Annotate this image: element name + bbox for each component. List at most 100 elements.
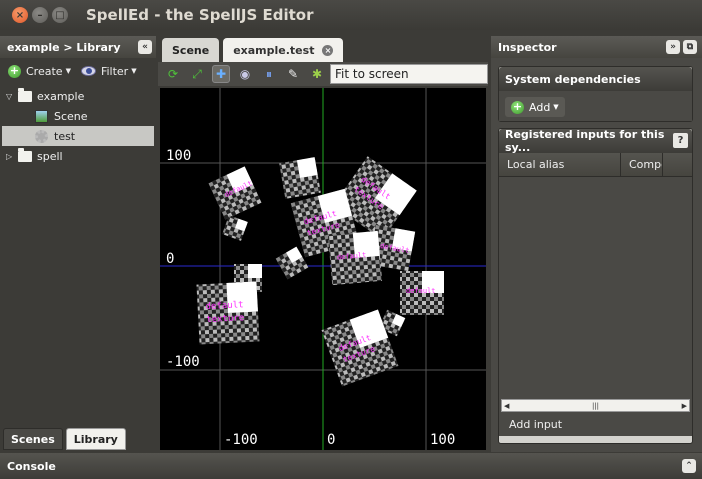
eye-icon[interactable]: ◉ bbox=[239, 67, 251, 81]
axis-label-y-bottom: -100 bbox=[166, 354, 200, 370]
window-close-button[interactable]: × bbox=[12, 7, 28, 23]
window-maximize-button[interactable]: □ bbox=[52, 7, 68, 23]
window-title: SpellEd - the SpellJS Editor bbox=[86, 6, 314, 24]
collapse-left-icon[interactable]: « bbox=[138, 40, 152, 54]
plus-icon: + bbox=[511, 99, 524, 114]
chevron-down-icon: ▼ bbox=[553, 103, 559, 111]
chevron-down-icon: ▼ bbox=[131, 67, 137, 75]
left-panel-tabs: Scenes Library bbox=[0, 427, 156, 451]
editor-area: Scene example.test × ⟳ ⤢ ✚ ◉ ⏸ ✎ ✱ Fit t… bbox=[158, 36, 488, 452]
folder-icon bbox=[18, 147, 32, 162]
registered-inputs-header: Registered inputs for this sy... ? bbox=[499, 128, 692, 154]
bug-icon[interactable]: ✱ bbox=[311, 67, 323, 81]
sprite-entity[interactable]: default bbox=[368, 224, 416, 272]
registered-inputs-box: Registered inputs for this sy... ? Local… bbox=[498, 128, 693, 444]
horizontal-scrollbar[interactable]: ◀ ||| ▶ bbox=[501, 399, 690, 412]
axis-label-x-right: 100 bbox=[430, 432, 455, 448]
library-toolbar: + Create ▼ Filter ▼ bbox=[2, 58, 154, 84]
tab-scene[interactable]: Scene bbox=[162, 38, 220, 62]
library-breadcrumb: example > Library bbox=[7, 40, 121, 54]
filter-label: Filter bbox=[100, 64, 129, 78]
window-minimize-button[interactable]: – bbox=[32, 7, 48, 23]
column-header-component[interactable]: Compo bbox=[621, 153, 663, 176]
inputs-grid-header: Local alias Compo bbox=[499, 153, 692, 177]
sprite-label: default bbox=[337, 251, 367, 262]
library-panel-header: example > Library « bbox=[0, 36, 156, 58]
zoom-select[interactable]: Fit to screen bbox=[330, 64, 488, 84]
tree-item-scene[interactable]: Scene bbox=[2, 106, 154, 126]
tab-library[interactable]: Library bbox=[65, 428, 126, 450]
editor-tabs: Scene example.test × bbox=[158, 36, 344, 62]
scroll-left-icon[interactable]: ◀ bbox=[504, 401, 510, 410]
folder-icon bbox=[18, 87, 32, 102]
sprite-entity[interactable]: default texture bbox=[321, 309, 399, 387]
tree-item-example[interactable]: ▽ example bbox=[2, 86, 154, 106]
tree-item-spell[interactable]: ▷ spell bbox=[2, 146, 154, 166]
console-label: Console bbox=[7, 459, 56, 473]
sprite-entity[interactable]: default texture bbox=[333, 156, 417, 240]
add-label: Add bbox=[529, 100, 551, 114]
axis-label-y-top: 100 bbox=[166, 148, 191, 164]
sprite-label: default bbox=[406, 287, 436, 295]
inspector-title: Inspector bbox=[498, 40, 557, 54]
scene-icon bbox=[35, 109, 48, 123]
scroll-thumb-grip[interactable]: ||| bbox=[591, 401, 600, 410]
tree-item-label: spell bbox=[37, 149, 63, 163]
create-button[interactable]: + Create ▼ bbox=[8, 63, 71, 78]
expand-console-icon[interactable]: ⌃ bbox=[682, 459, 696, 473]
sprite-entity[interactable] bbox=[378, 309, 406, 337]
sprite-entity[interactable] bbox=[279, 157, 321, 199]
expand-panel-icon[interactable]: ⧉ bbox=[683, 40, 697, 54]
expand-right-icon[interactable]: » bbox=[666, 40, 680, 54]
sprite-label: texture bbox=[206, 313, 244, 325]
pause-icon[interactable]: ⏸ bbox=[265, 66, 272, 81]
library-tree: ▽ example Scene test ▷ spell bbox=[2, 86, 154, 426]
inspector-header: Inspector » ⧉ bbox=[491, 36, 702, 58]
chevron-down-icon: ▼ bbox=[65, 67, 71, 75]
sprite-entity[interactable] bbox=[275, 246, 309, 280]
close-tab-icon[interactable]: × bbox=[322, 44, 334, 56]
grid-icon[interactable]: ✚ bbox=[212, 65, 230, 83]
sprite-label: default bbox=[205, 300, 243, 312]
sprite-entity[interactable]: default texture bbox=[196, 281, 260, 345]
column-header-local-alias[interactable]: Local alias bbox=[499, 153, 621, 176]
tree-item-label: example bbox=[37, 89, 85, 103]
tab-label: example.test bbox=[233, 43, 315, 57]
inspector-panel: System dependencies + Add ▼ Registered i… bbox=[491, 58, 702, 452]
add-dependency-button[interactable]: + Add ▼ bbox=[505, 97, 565, 117]
scene-svg: default default texture default texture bbox=[160, 88, 486, 450]
tree-item-label: Scene bbox=[54, 109, 88, 123]
eye-icon bbox=[80, 66, 96, 76]
help-icon[interactable]: ? bbox=[673, 133, 688, 148]
registered-inputs-title: Registered inputs for this sy... bbox=[505, 128, 665, 154]
gear-icon bbox=[35, 129, 48, 143]
sprite-entity[interactable] bbox=[222, 215, 248, 241]
axis-label-x-left: -100 bbox=[224, 432, 258, 448]
plus-icon: + bbox=[8, 63, 21, 78]
add-input-button[interactable]: Add input bbox=[509, 417, 563, 431]
axis-label-y-mid: 0 bbox=[166, 251, 174, 267]
sprite-entity[interactable]: default bbox=[208, 166, 262, 220]
reload-icon[interactable]: ⟳ bbox=[167, 67, 179, 81]
system-dependencies-box: System dependencies + Add ▼ bbox=[498, 66, 693, 122]
scene-canvas[interactable]: default default texture default texture bbox=[160, 88, 486, 450]
fullscreen-icon[interactable]: ⤢ bbox=[192, 66, 202, 81]
sprite-entity[interactable]: default bbox=[327, 230, 383, 286]
axis-label-x-mid: 0 bbox=[327, 432, 335, 448]
window-titlebar: × – □ SpellEd - the SpellJS Editor bbox=[0, 0, 702, 30]
filter-button[interactable]: Filter ▼ bbox=[80, 64, 137, 78]
debug-tool-icon[interactable]: ✎ bbox=[287, 67, 299, 81]
system-dependencies-title: System dependencies bbox=[499, 67, 692, 91]
tree-item-test[interactable]: test bbox=[2, 126, 154, 146]
tree-item-label: test bbox=[54, 129, 76, 143]
tab-example-test[interactable]: example.test × bbox=[223, 38, 344, 62]
scroll-right-icon[interactable]: ▶ bbox=[681, 401, 687, 410]
tab-scenes[interactable]: Scenes bbox=[3, 428, 63, 450]
expand-triangle-icon[interactable]: ▽ bbox=[6, 91, 13, 101]
scene-toolbar: ⟳ ⤢ ✚ ◉ ⏸ ✎ ✱ Fit to screen bbox=[158, 62, 488, 86]
create-label: Create bbox=[26, 64, 63, 78]
sprite-entity[interactable]: default bbox=[400, 271, 444, 315]
console-bar[interactable]: Console ⌃ bbox=[0, 453, 702, 479]
inputs-grid-body bbox=[499, 177, 692, 399]
collapse-triangle-icon[interactable]: ▷ bbox=[6, 151, 13, 161]
